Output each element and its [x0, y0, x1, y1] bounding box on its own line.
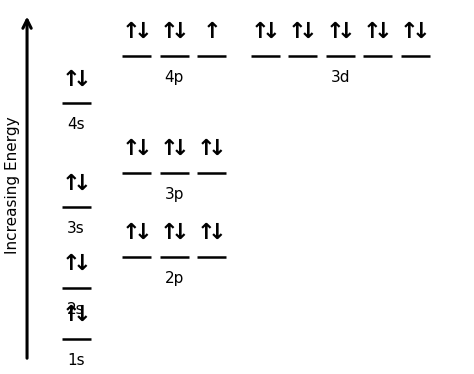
- Text: ↓: ↓: [337, 22, 355, 42]
- Text: ↓: ↓: [171, 22, 189, 42]
- Text: 3d: 3d: [330, 70, 350, 85]
- Text: ↓: ↓: [171, 139, 189, 159]
- Text: ↓: ↓: [73, 70, 91, 90]
- Text: ↑: ↑: [159, 223, 178, 243]
- Text: ↓: ↓: [133, 22, 152, 42]
- Text: ↑: ↑: [197, 223, 215, 243]
- Text: ↑: ↑: [197, 139, 215, 159]
- Text: ↑: ↑: [61, 70, 80, 90]
- Text: ↑: ↑: [61, 254, 80, 274]
- Text: ↑: ↑: [202, 22, 221, 42]
- Text: ↓: ↓: [171, 223, 189, 243]
- Text: 2s: 2s: [67, 302, 85, 317]
- Text: ↓: ↓: [411, 22, 430, 42]
- Text: ↓: ↓: [73, 174, 91, 194]
- Text: ↓: ↓: [208, 139, 227, 159]
- Text: 3p: 3p: [164, 187, 184, 202]
- Text: ↓: ↓: [73, 254, 91, 274]
- Text: Increasing Energy: Increasing Energy: [5, 117, 19, 254]
- Text: ↓: ↓: [133, 139, 152, 159]
- Text: ↓: ↓: [299, 22, 318, 42]
- Text: 2p: 2p: [164, 271, 184, 286]
- Text: ↑: ↑: [159, 22, 178, 42]
- Text: ↑: ↑: [61, 174, 80, 194]
- Text: ↑: ↑: [61, 305, 80, 325]
- Text: ↑: ↑: [288, 22, 307, 42]
- Text: ↓: ↓: [208, 223, 227, 243]
- Text: ↑: ↑: [159, 139, 178, 159]
- Text: ↑: ↑: [122, 223, 141, 243]
- Text: ↑: ↑: [325, 22, 344, 42]
- Text: 1s: 1s: [67, 353, 85, 368]
- Text: ↑: ↑: [122, 22, 141, 42]
- Text: 4s: 4s: [67, 117, 85, 132]
- Text: ↑: ↑: [400, 22, 419, 42]
- Text: ↓: ↓: [374, 22, 392, 42]
- Text: 3s: 3s: [67, 221, 85, 236]
- Text: ↑: ↑: [122, 139, 141, 159]
- Text: ↓: ↓: [262, 22, 281, 42]
- Text: ↓: ↓: [133, 223, 152, 243]
- Text: 4p: 4p: [164, 70, 184, 85]
- Text: ↑: ↑: [251, 22, 269, 42]
- Text: ↑: ↑: [363, 22, 382, 42]
- Text: ↓: ↓: [73, 305, 91, 325]
